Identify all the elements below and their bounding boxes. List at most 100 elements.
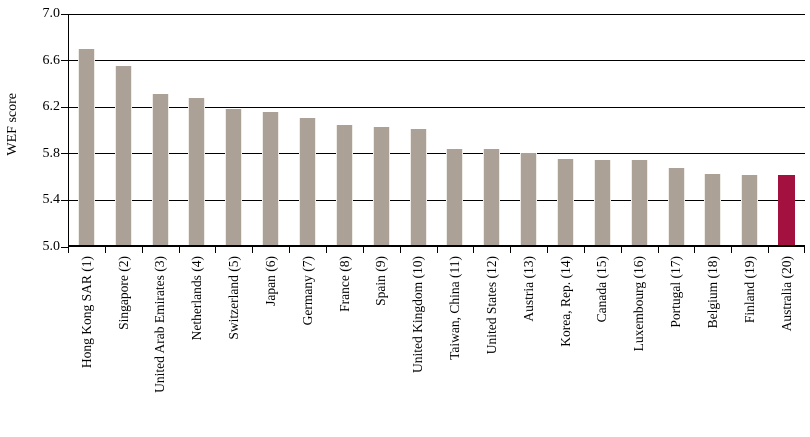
x-axis-label: Germany (7)	[299, 256, 315, 326]
bar-5	[225, 108, 243, 245]
plot-area	[61, 13, 805, 253]
x-axis-label-cell: Australia (20)	[768, 256, 805, 434]
x-axis-label: Japan (6)	[262, 256, 278, 306]
x-axis-label-cell: Korea, Rep. (14)	[547, 256, 584, 434]
x-axis-tick	[620, 247, 622, 253]
y-axis-tick-label: 5.0	[42, 239, 61, 254]
x-axis-tick	[510, 247, 512, 253]
x-axis-label-cell: France (8)	[326, 256, 363, 434]
x-axis-label: United States (12)	[483, 256, 499, 355]
bar-13	[520, 152, 538, 245]
x-axis-tick	[804, 247, 805, 253]
x-axis-label: Australia (20)	[778, 256, 794, 332]
bar-15	[593, 159, 611, 245]
bar-17	[667, 168, 685, 245]
x-axis-tick	[215, 247, 217, 253]
x-axis-label: Hong Kong SAR (1)	[78, 256, 94, 369]
x-axis-tick	[399, 247, 401, 253]
y-axis-tick-label: 5.8	[42, 145, 61, 161]
x-axis-tick	[252, 247, 254, 253]
bar-4	[188, 98, 206, 245]
x-axis-tick	[436, 247, 438, 253]
bar-8	[335, 125, 353, 245]
y-axis-tick	[61, 106, 68, 108]
bar-10	[409, 128, 427, 245]
x-axis-label: Switzerland (5)	[226, 256, 242, 340]
y-axis-tick-label: 5.4	[42, 192, 61, 208]
x-axis-label-cell: Switzerland (5)	[215, 256, 252, 434]
bar-12	[483, 149, 501, 245]
x-axis-tick	[694, 247, 696, 253]
x-axis-tick	[657, 247, 659, 253]
bar-16	[630, 159, 648, 245]
x-axis-label: Belgium (18)	[705, 256, 721, 329]
y-axis-tick	[61, 199, 68, 201]
x-axis-label: United Kingdom (10)	[410, 256, 426, 373]
x-axis-label: Portugal (17)	[668, 256, 684, 328]
gridline	[68, 199, 805, 201]
x-axis-label-cell: Germany (7)	[289, 256, 326, 434]
y-axis-tick-label: 7.0	[42, 6, 61, 21]
x-axis-label-cell: Spain (9)	[363, 256, 400, 434]
x-axis-tick	[178, 247, 180, 253]
x-axis-label-cell: United Kingdom (10)	[400, 256, 437, 434]
y-axis-tick	[61, 13, 68, 15]
x-axis-tick	[104, 247, 106, 253]
x-axis-tick	[768, 247, 770, 253]
x-axis-label: Finland (19)	[741, 256, 757, 324]
x-axis-tick	[731, 247, 733, 253]
x-axis-label-cell: Luxembourg (16)	[621, 256, 658, 434]
bar-3	[151, 93, 169, 245]
gridline	[68, 60, 805, 62]
x-axis-label: Taiwan, China (11)	[447, 256, 463, 360]
x-axis-labels: Hong Kong SAR (1) Singapore (2) United Ara…	[68, 256, 805, 434]
plot-top-gridline	[68, 14, 805, 15]
x-axis-tick	[325, 247, 327, 253]
x-axis-tick	[547, 247, 549, 253]
x-axis-label-cell: United States (12)	[473, 256, 510, 434]
x-axis-label-cell: United Arab Emirates (3)	[142, 256, 179, 434]
x-axis-label-cell: Japan (6)	[252, 256, 289, 434]
y-axis-tick	[61, 246, 68, 248]
bar-19	[741, 175, 759, 245]
bar-2	[114, 65, 132, 245]
x-axis-label: Singapore (2)	[115, 256, 131, 330]
y-axis-tick	[61, 153, 68, 155]
x-axis-label: Korea, Rep. (14)	[557, 256, 573, 347]
y-axis-tick-label: 6.2	[42, 99, 61, 115]
gridline	[68, 106, 805, 108]
x-axis-label-cell: Finland (19)	[731, 256, 768, 434]
x-axis-label-cell: Taiwan, China (11)	[436, 256, 473, 434]
y-axis-line	[68, 14, 69, 247]
x-axis-label: Canada (15)	[594, 256, 610, 323]
bar-18	[704, 173, 722, 245]
gridline	[68, 153, 805, 155]
y-axis-title: WEF score	[5, 93, 20, 156]
x-axis-label-cell: Canada (15)	[584, 256, 621, 434]
x-axis-label: United Arab Emirates (3)	[152, 256, 168, 393]
x-axis-line	[68, 245, 805, 247]
bar-11	[446, 149, 464, 245]
x-axis-label-cell: Belgium (18)	[694, 256, 731, 434]
x-axis-label-cell: Austria (13)	[510, 256, 547, 434]
x-axis-label-cell: Portugal (17)	[658, 256, 695, 434]
y-axis-tick-label: 6.6	[42, 52, 61, 68]
y-axis-tick	[61, 60, 68, 62]
bar-20	[778, 175, 796, 245]
bar-6	[262, 112, 280, 245]
x-axis-tick	[68, 247, 69, 253]
bar-1	[77, 49, 95, 245]
x-axis-tick	[362, 247, 364, 253]
y-axis-title-wrap: WEF score	[5, 93, 20, 161]
bar-14	[556, 158, 574, 245]
x-axis-tick	[289, 247, 291, 253]
bar-9	[372, 127, 390, 245]
x-axis-tick	[141, 247, 143, 253]
bar-7	[299, 118, 317, 245]
x-axis-label: France (8)	[336, 256, 352, 312]
x-axis-tick	[583, 247, 585, 253]
x-axis-label-cell: Netherlands (4)	[179, 256, 216, 434]
x-axis-label-cell: Hong Kong SAR (1)	[68, 256, 105, 434]
x-axis-tick	[473, 247, 475, 253]
x-axis-label: Netherlands (4)	[189, 256, 205, 341]
